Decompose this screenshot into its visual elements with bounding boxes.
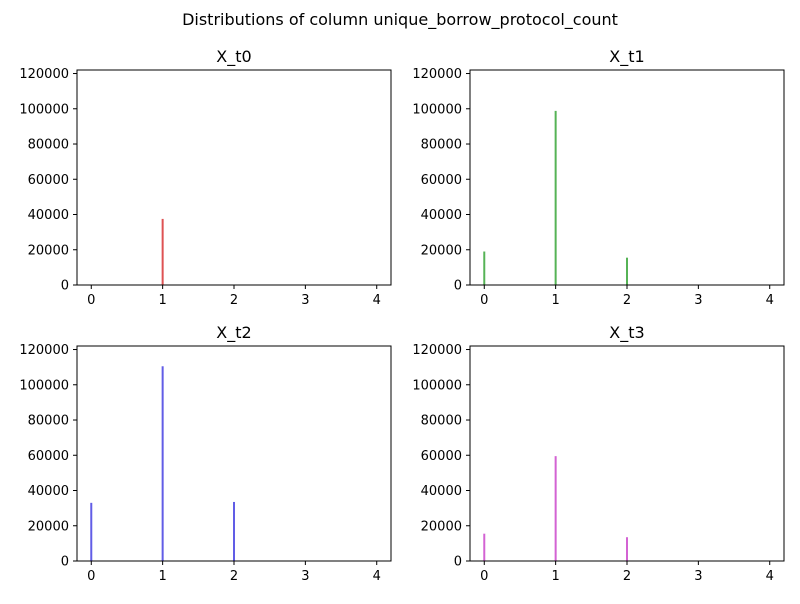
ytick-label-0-0: 0 xyxy=(61,279,69,294)
xtick-label-2-4: 4 xyxy=(373,569,381,584)
ytick-label-2-2: 40000 xyxy=(28,484,69,499)
ytick-label-3-3: 60000 xyxy=(421,449,462,464)
axes-frame-1 xyxy=(469,69,785,286)
ytick-label-1-1: 20000 xyxy=(421,243,462,258)
bar-1-2 xyxy=(626,257,628,285)
subplot-title-2: X_t2 xyxy=(216,323,251,343)
ytick-label-2-5: 100000 xyxy=(19,378,69,393)
xtick-label-1-3: 3 xyxy=(694,293,702,308)
ytick-label-1-5: 100000 xyxy=(412,102,462,117)
bar-1-1 xyxy=(554,110,557,285)
ytick-label-0-3: 60000 xyxy=(28,173,69,188)
ytick-label-0-4: 80000 xyxy=(28,138,69,153)
ytick-label-3-0: 0 xyxy=(454,555,462,570)
xtick-label-0-1: 1 xyxy=(158,293,166,308)
ytick-label-1-0: 0 xyxy=(454,279,462,294)
ytick-label-2-3: 60000 xyxy=(28,449,69,464)
subplot-0: 0 1 2 3 4 0 20000 40000 60000 80000 100000 120000 X_… xyxy=(19,47,392,308)
bar-2-2 xyxy=(233,501,235,561)
subplot-2: 0 1 2 3 4 0 20000 40000 60000 80000 100000 120000 X_… xyxy=(19,323,392,584)
bar-3-2 xyxy=(626,537,628,561)
bar-0-0 xyxy=(161,218,164,285)
ytick-label-2-1: 20000 xyxy=(28,519,69,534)
ytick-label-3-2: 40000 xyxy=(421,484,462,499)
xtick-label-3-1: 1 xyxy=(551,569,559,584)
xtick-label-3-0: 0 xyxy=(480,569,488,584)
xtick-label-0-2: 2 xyxy=(230,293,238,308)
ytick-label-0-6: 120000 xyxy=(19,67,69,82)
axes-frame-0 xyxy=(76,69,392,286)
xtick-label-1-4: 4 xyxy=(766,293,774,308)
ytick-label-2-6: 120000 xyxy=(19,343,69,358)
xtick-label-2-0: 0 xyxy=(87,569,95,584)
ytick-label-0-5: 100000 xyxy=(19,102,69,117)
xtick-label-3-2: 2 xyxy=(623,569,631,584)
bar-2-0 xyxy=(90,502,93,561)
xtick-label-1-2: 2 xyxy=(623,293,631,308)
xtick-label-0-3: 3 xyxy=(301,293,309,308)
xtick-label-2-2: 2 xyxy=(230,569,238,584)
xtick-label-2-1: 1 xyxy=(158,569,166,584)
ytick-label-3-6: 120000 xyxy=(412,343,462,358)
xtick-label-2-3: 3 xyxy=(301,569,309,584)
ytick-label-3-4: 80000 xyxy=(421,414,462,429)
subplot-title-0: X_t0 xyxy=(216,47,251,67)
ytick-label-3-5: 100000 xyxy=(412,378,462,393)
ytick-label-1-4: 80000 xyxy=(421,138,462,153)
subplot-title-1: X_t1 xyxy=(609,47,644,67)
xtick-label-0-4: 4 xyxy=(373,293,381,308)
subplot-3: 0 1 2 3 4 0 20000 40000 60000 80000 100000 120000 X_… xyxy=(412,323,785,584)
xtick-label-3-3: 3 xyxy=(694,569,702,584)
ytick-label-2-4: 80000 xyxy=(28,414,69,429)
xtick-label-0-0: 0 xyxy=(87,293,95,308)
bar-3-1 xyxy=(554,456,557,561)
subplot-title-3: X_t3 xyxy=(609,323,644,343)
ytick-label-2-0: 0 xyxy=(61,555,69,570)
xtick-label-1-0: 0 xyxy=(480,293,488,308)
ytick-label-1-6: 120000 xyxy=(412,67,462,82)
ytick-label-0-2: 40000 xyxy=(28,208,69,223)
xtick-label-3-4: 4 xyxy=(766,569,774,584)
figure-suptitle: Distributions of column unique_borrow_pr… xyxy=(182,10,618,29)
subplot-1: 0 1 2 3 4 0 20000 40000 60000 80000 100000 120000 X_… xyxy=(412,47,785,308)
axes-frame-3 xyxy=(469,345,785,562)
bar-3-0 xyxy=(483,533,486,561)
ytick-label-1-2: 40000 xyxy=(421,208,462,223)
bar-1-0 xyxy=(483,251,486,285)
ytick-label-1-3: 60000 xyxy=(421,173,462,188)
xtick-label-1-1: 1 xyxy=(551,293,559,308)
ytick-label-0-1: 20000 xyxy=(28,243,69,258)
ytick-label-3-1: 20000 xyxy=(421,519,462,534)
bar-2-1 xyxy=(161,366,164,561)
